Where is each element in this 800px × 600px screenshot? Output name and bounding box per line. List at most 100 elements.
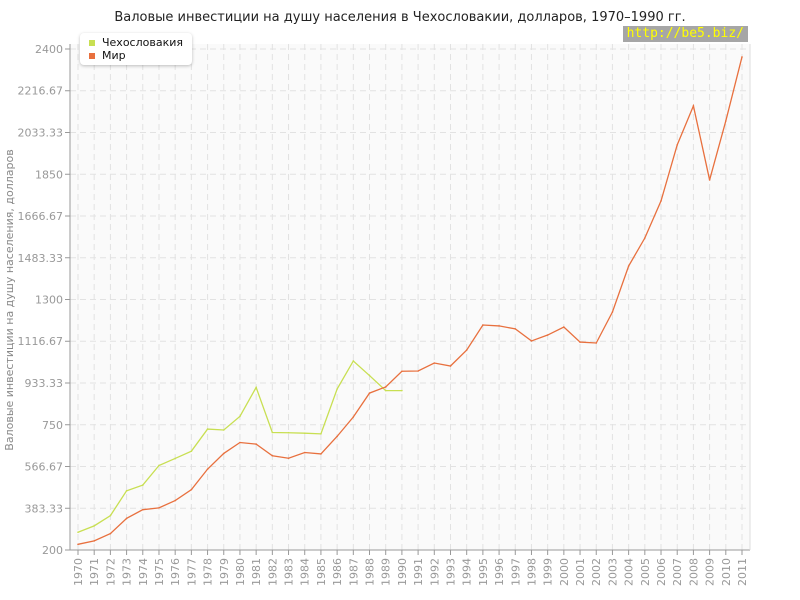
data-point [546,334,549,336]
data-point [692,105,695,107]
x-tick-label: 2003 [606,558,619,586]
data-point [239,415,241,418]
x-tick-label: 2000 [558,558,571,586]
data-point [93,540,95,542]
x-tick-label: 1987 [347,558,360,586]
legend-swatch [89,52,95,59]
legend-swatch [89,39,95,46]
data-point [190,488,193,491]
data-point [417,370,419,372]
x-tick-label: 1973 [121,558,134,586]
x-tick-label: 1985 [315,558,328,586]
data-point [320,453,322,455]
legend-label: Мир [102,49,126,62]
data-point [109,514,112,517]
x-tick-label: 2004 [623,558,636,586]
data-point [222,429,225,431]
data-point [77,543,79,546]
data-point [384,389,387,392]
x-tick-label: 1978 [202,558,215,586]
data-point [611,311,614,313]
x-tick-label: 1974 [137,558,150,586]
plot-area [70,44,750,550]
legend-item-czechoslovakia[interactable]: Чехословакия [89,36,183,49]
x-tick-label: 1986 [331,558,344,586]
data-point [271,431,274,434]
data-point [741,56,743,58]
data-point [401,370,403,373]
data-point [449,365,452,367]
x-tick-label: 1970 [72,558,85,586]
data-point [255,443,257,445]
data-point [77,531,79,534]
x-tick-label: 1990 [396,558,409,586]
y-axis-label: Валовые инвестиции на душу населения, до… [3,149,16,450]
data-point [222,452,225,455]
data-point [93,525,95,527]
x-tick-label: 1999 [542,558,555,586]
x-tick-label: 1982 [266,558,279,586]
x-tick-label: 1983 [283,558,296,586]
y-tick-label: 2216.67 [18,85,64,98]
data-point [530,340,533,342]
data-point [368,374,371,377]
data-point [579,341,581,343]
data-point [563,326,565,328]
data-point [174,499,176,502]
y-tick-label: 1483.33 [18,252,64,265]
legend-label: Чехословакия [102,36,183,49]
y-tick-label: 566.67 [25,460,64,473]
data-point [368,392,371,394]
data-point [141,484,144,486]
x-tick-label: 1993 [444,558,457,586]
legend: Чехословакия Мир [80,33,192,65]
data-point [433,362,436,364]
data-point [125,489,128,492]
data-point [660,200,662,202]
data-point [708,179,711,181]
legend-item-world[interactable]: Мир [89,49,126,62]
data-point [190,450,193,452]
y-tick-label: 933.33 [25,377,64,390]
data-point [482,324,484,326]
data-point [725,120,727,122]
x-tick-label: 1995 [477,558,490,586]
x-tick-label: 1979 [218,558,231,586]
data-point [303,451,306,454]
y-tick-label: 383.33 [25,502,64,515]
x-tick-label: 1976 [169,558,182,586]
data-point [206,468,209,470]
data-point [384,386,387,388]
watermark[interactable]: http://be5.biz/ [622,26,748,42]
data-point [465,349,468,351]
x-tick-label: 2001 [574,558,587,586]
data-point [303,432,306,434]
data-point [336,435,338,438]
data-point [255,386,257,389]
data-point [206,428,209,430]
data-point [627,265,630,267]
x-tick-label: 2006 [655,558,668,586]
x-tick-label: 2009 [704,558,717,586]
x-tick-label: 1988 [364,558,377,586]
y-tick-label: 200 [42,544,63,557]
x-tick-label: 1994 [461,558,474,586]
x-tick-label: 1977 [185,558,198,586]
data-point [141,508,144,511]
x-tick-label: 1972 [104,558,117,586]
data-point [158,507,160,509]
data-point [514,328,517,330]
y-tick-label: 1850 [35,168,63,181]
data-point [644,237,646,239]
data-point [336,388,338,390]
x-tick-label: 1991 [412,558,425,586]
x-tick-label: 2008 [687,558,700,586]
x-tick-label: 1996 [493,558,506,586]
y-tick-label: 2033.33 [18,127,64,140]
data-point [174,457,176,460]
y-tick-label: 1300 [35,294,63,307]
series-line-1 [77,56,743,545]
x-tick-label: 2002 [590,558,603,586]
x-tick-label: 2005 [639,558,652,586]
